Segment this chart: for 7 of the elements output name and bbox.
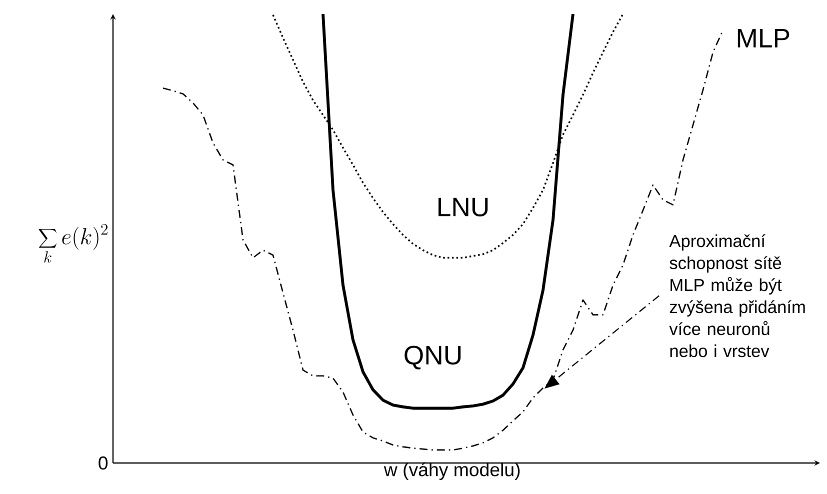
series-label: QNU — [404, 346, 461, 370]
annotation: Aproximační schopnost sítě MLP může být zvýšena přidáním více neuronů nebo i vrstev — [669, 234, 805, 358]
series-label: MLP — [738, 28, 790, 48]
series-label: LNU — [438, 198, 488, 216]
text: 0 — [98, 456, 108, 470]
x-axis-title: w (váhy modelu) — [384, 462, 520, 480]
y-axis-title: $\sum_k e(k)^2$ — [38, 224, 108, 263]
